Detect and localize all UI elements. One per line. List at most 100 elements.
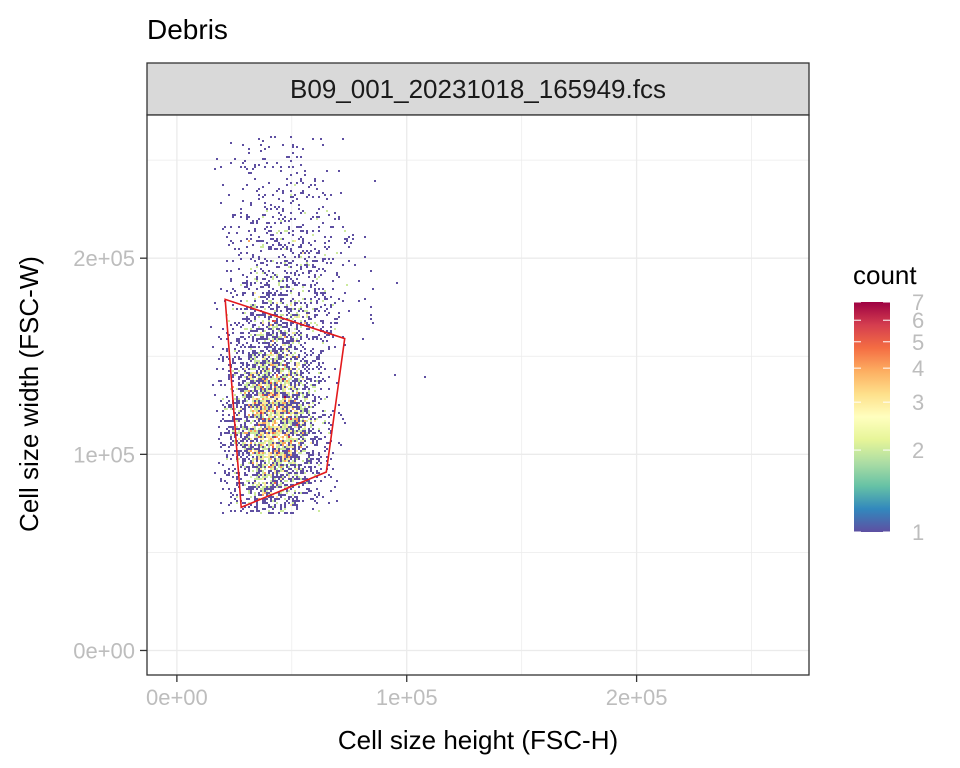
- density-bin: [290, 368, 292, 370]
- density-bin: [274, 222, 276, 224]
- density-bin: [278, 376, 280, 378]
- density-bin: [312, 454, 314, 456]
- density-bin: [286, 436, 288, 438]
- density-bin: [260, 336, 262, 338]
- density-bin: [312, 452, 314, 454]
- density-bin: [272, 412, 274, 414]
- density-bin: [272, 462, 274, 464]
- density-bin: [246, 436, 248, 438]
- density-bin: [268, 354, 270, 356]
- density-bin: [320, 372, 322, 374]
- density-bin: [286, 358, 288, 360]
- density-bin: [270, 380, 272, 382]
- density-bin: [250, 258, 252, 260]
- density-bin: [306, 386, 308, 388]
- density-bin: [258, 384, 260, 386]
- density-bin: [232, 308, 234, 310]
- density-bin: [302, 286, 304, 288]
- density-bin: [296, 504, 298, 506]
- density-bin: [256, 384, 258, 386]
- debris-gate-polygon[interactable]: [224, 298, 346, 509]
- density-bin: [266, 338, 268, 340]
- density-bin: [290, 472, 292, 474]
- density-bin: [250, 504, 252, 506]
- density-bin: [284, 306, 286, 308]
- density-bin: [338, 412, 340, 414]
- density-bin: [284, 344, 286, 346]
- density-bin: [306, 322, 308, 324]
- density-bin: [274, 294, 276, 296]
- density-bin: [260, 380, 262, 382]
- density-bin: [264, 430, 266, 432]
- density-bin: [266, 426, 268, 428]
- density-bin: [260, 414, 262, 416]
- density-bin: [316, 358, 318, 360]
- density-bin: [396, 282, 398, 284]
- density-bin: [292, 280, 294, 282]
- density-bin: [288, 472, 290, 474]
- density-bin: [222, 404, 224, 406]
- x-tick-label: 0e+00: [146, 685, 208, 710]
- density-bin: [306, 362, 308, 364]
- density-bin: [290, 136, 292, 138]
- density-bin: [288, 400, 290, 402]
- density-bin: [288, 232, 290, 234]
- density-bin: [294, 452, 296, 454]
- density-bin: [240, 408, 242, 410]
- density-bin: [226, 350, 228, 352]
- density-bin: [264, 486, 266, 488]
- density-bin: [282, 338, 284, 340]
- density-bin: [250, 360, 252, 362]
- density-bin: [344, 344, 346, 346]
- density-bin: [260, 390, 262, 392]
- density-bin: [266, 284, 268, 286]
- density-bin: [286, 466, 288, 468]
- density-bin: [264, 436, 266, 438]
- density-bin: [242, 312, 244, 314]
- density-bin: [276, 454, 278, 456]
- density-bin: [258, 354, 260, 356]
- density-bin: [220, 480, 222, 482]
- density-bin: [282, 430, 284, 432]
- density-bin: [242, 452, 244, 454]
- density-bin: [262, 328, 264, 330]
- density-bin: [242, 336, 244, 338]
- density-bin: [302, 148, 304, 150]
- density-bin: [300, 338, 302, 340]
- density-bin: [238, 398, 240, 400]
- density-bin: [300, 412, 302, 414]
- density-bin: [264, 384, 266, 386]
- density-bin: [236, 294, 238, 296]
- density-bin: [286, 340, 288, 342]
- density-bin: [318, 430, 320, 432]
- density-bin: [242, 428, 244, 430]
- density-bin: [304, 462, 306, 464]
- density-bin: [282, 464, 284, 466]
- density-bin: [262, 466, 264, 468]
- density-bin: [234, 368, 236, 370]
- density-bin: [244, 502, 246, 504]
- density-bin: [296, 384, 298, 386]
- density-bin: [302, 412, 304, 414]
- density-bin: [266, 476, 268, 478]
- density-bin: [298, 314, 300, 316]
- density-bin: [238, 452, 240, 454]
- density-bin: [266, 486, 268, 488]
- density-bin: [260, 458, 262, 460]
- density-bin: [282, 452, 284, 454]
- density-bin: [256, 510, 258, 512]
- density-bin: [322, 268, 324, 270]
- density-bin: [276, 364, 278, 366]
- density-bin: [250, 404, 252, 406]
- density-bin: [248, 384, 250, 386]
- density-bin: [268, 362, 270, 364]
- density-bin: [250, 386, 252, 388]
- density-bin: [230, 444, 232, 446]
- density-bin: [292, 332, 294, 334]
- density-bin: [258, 448, 260, 450]
- density-bin: [258, 476, 260, 478]
- density-bin: [300, 392, 302, 394]
- density-bin: [312, 402, 314, 404]
- density-bin: [264, 478, 266, 480]
- density-bin: [272, 278, 274, 280]
